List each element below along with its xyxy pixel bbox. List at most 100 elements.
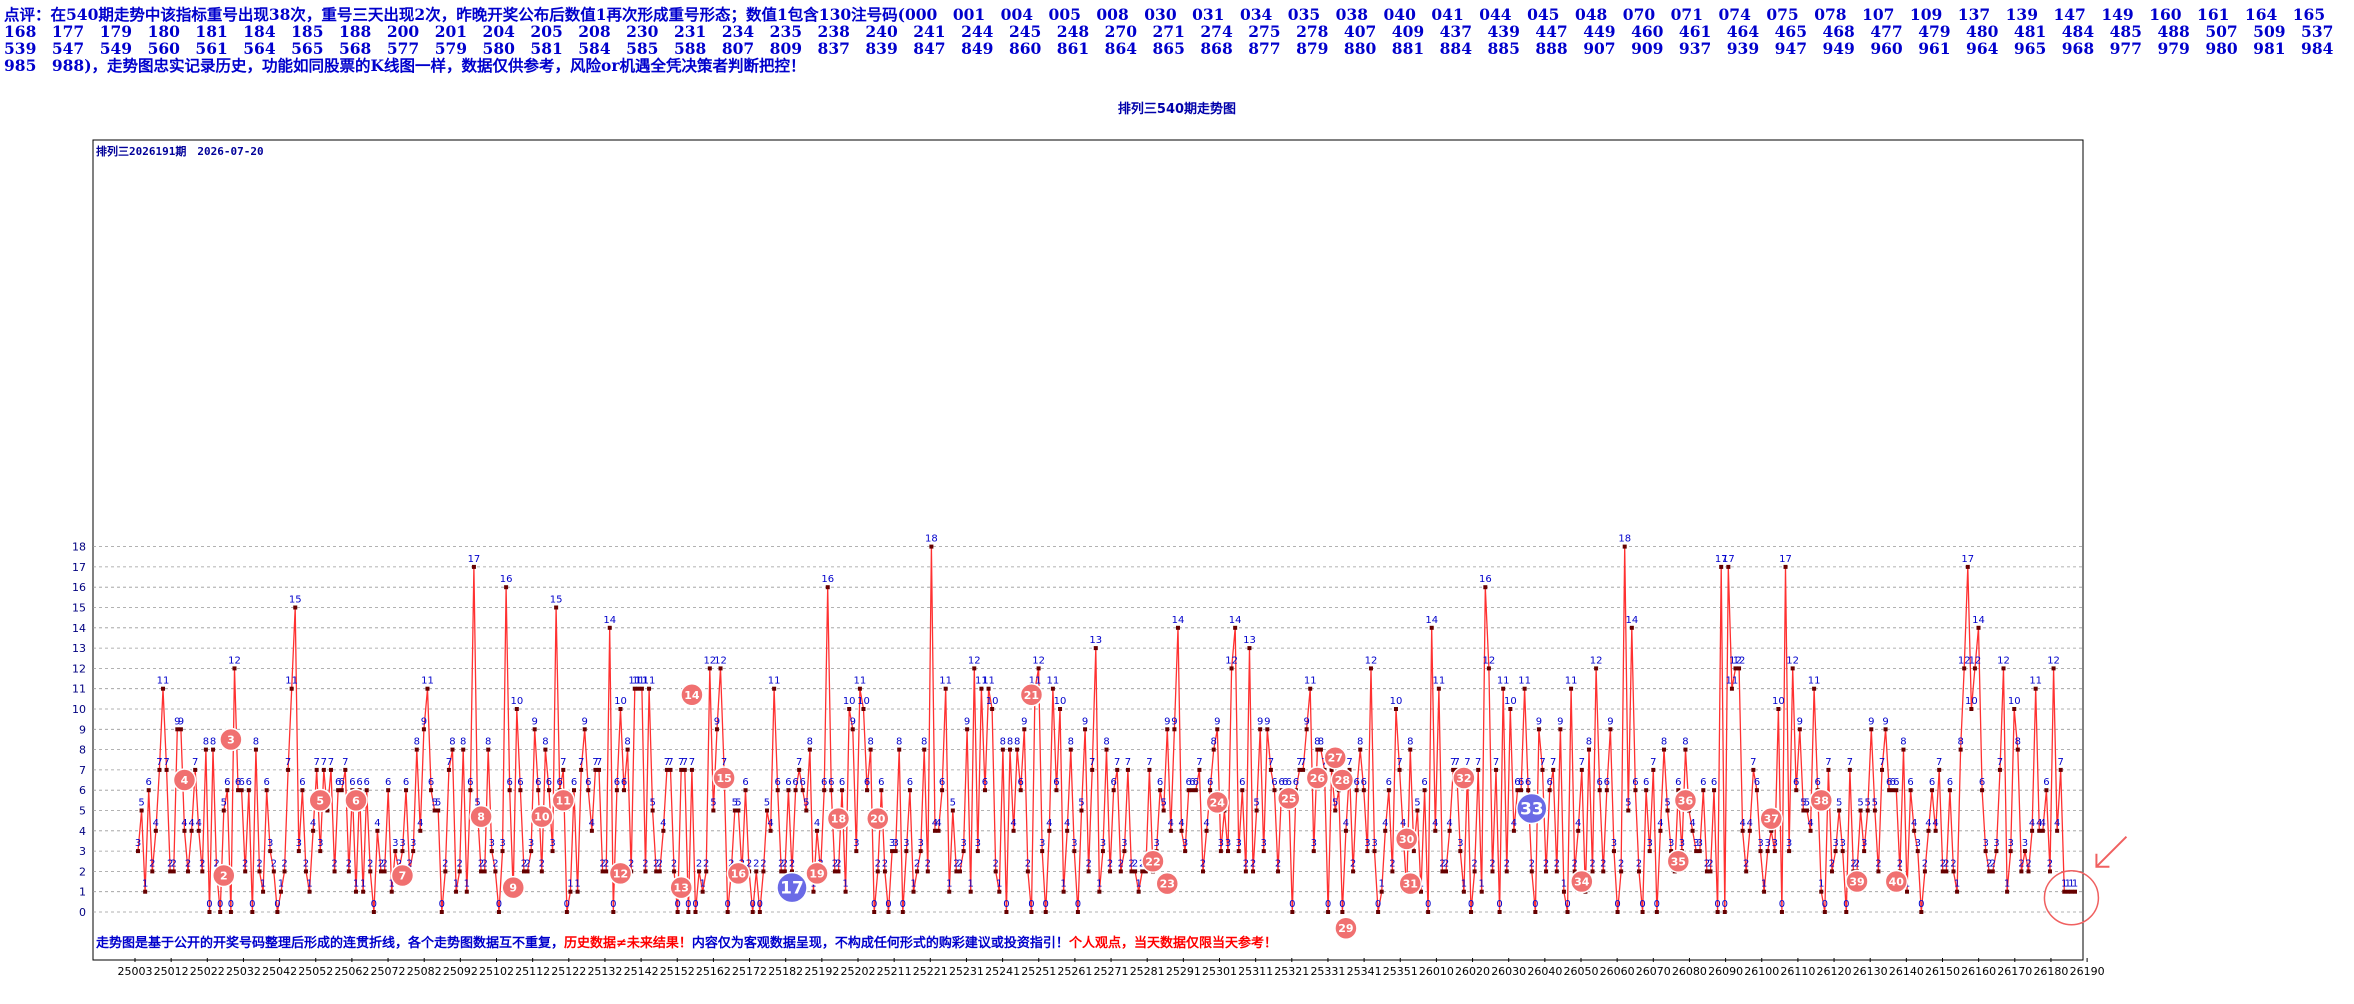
data-point bbox=[418, 828, 423, 833]
data-point bbox=[1011, 828, 1016, 833]
value-label: 8 bbox=[1957, 737, 1963, 748]
data-point bbox=[1762, 889, 1767, 894]
data-point bbox=[1183, 849, 1188, 854]
data-point bbox=[1944, 869, 1949, 874]
value-label: 2 bbox=[1128, 858, 1134, 869]
value-label: 3 bbox=[1100, 838, 1106, 849]
repeat-badge-label: 3 bbox=[227, 733, 235, 746]
data-point bbox=[1729, 686, 1734, 691]
value-label: 1 bbox=[464, 879, 470, 890]
value-label: 3 bbox=[1236, 838, 1242, 849]
value-label: 6 bbox=[364, 777, 370, 788]
data-point bbox=[1626, 808, 1631, 813]
value-label: 6 bbox=[821, 777, 827, 788]
data-point bbox=[986, 686, 991, 691]
data-point bbox=[1483, 585, 1488, 590]
value-label: 1 bbox=[910, 879, 916, 890]
value-label: 6 bbox=[1282, 777, 1288, 788]
x-tick-label: 26020 bbox=[1455, 965, 1490, 978]
value-label: 6 bbox=[1361, 777, 1367, 788]
data-point bbox=[1526, 788, 1531, 793]
value-label: 2 bbox=[199, 858, 205, 869]
value-label: 2 bbox=[1504, 858, 1510, 869]
data-point bbox=[836, 869, 841, 874]
repeat-badge-label: 23 bbox=[1160, 878, 1175, 891]
value-label: 12 bbox=[1997, 655, 2010, 666]
data-point bbox=[1508, 707, 1513, 711]
value-label: 3 bbox=[1364, 838, 1370, 849]
data-point bbox=[450, 747, 455, 752]
chart-title: 排列三540期走势图 bbox=[1117, 102, 1237, 117]
value-label: 7 bbox=[1750, 757, 1756, 768]
data-point bbox=[664, 767, 669, 772]
data-point bbox=[1251, 869, 1256, 874]
data-point bbox=[936, 828, 941, 833]
data-point bbox=[679, 767, 684, 772]
value-label: 0 bbox=[871, 899, 877, 910]
data-point bbox=[1200, 869, 1205, 874]
data-point bbox=[1140, 869, 1145, 874]
data-point bbox=[536, 788, 541, 793]
value-label: 9 bbox=[1214, 716, 1220, 727]
data-point bbox=[1611, 849, 1616, 854]
value-label: 9 bbox=[1536, 716, 1542, 727]
x-tick-label: 25271 bbox=[1094, 965, 1129, 978]
value-label: 0 bbox=[1532, 899, 1538, 910]
value-label: 6 bbox=[1793, 777, 1799, 788]
data-point bbox=[604, 869, 609, 874]
value-label: 1 bbox=[1479, 879, 1485, 890]
highlight-circle bbox=[2043, 869, 2100, 926]
data-point bbox=[1065, 828, 1070, 833]
y-tick-label: 10 bbox=[72, 703, 86, 716]
data-point bbox=[618, 707, 623, 711]
data-point bbox=[150, 869, 155, 874]
value-label: 12 bbox=[1225, 655, 1238, 666]
data-point bbox=[1519, 788, 1524, 793]
data-point bbox=[1265, 727, 1270, 732]
data-point bbox=[597, 767, 602, 772]
value-label: 2 bbox=[914, 858, 920, 869]
data-point bbox=[979, 686, 984, 691]
value-label: 8 bbox=[896, 737, 902, 748]
data-point bbox=[1937, 767, 1942, 772]
repeat-badge bbox=[1330, 768, 1355, 792]
value-label: 12 bbox=[228, 655, 241, 666]
value-label: 3 bbox=[549, 838, 555, 849]
value-label: 5 bbox=[1857, 798, 1863, 809]
value-label: 8 bbox=[1661, 737, 1667, 748]
repeat-badge-label: 27 bbox=[1328, 752, 1343, 765]
data-point bbox=[196, 828, 201, 833]
data-point bbox=[1204, 828, 1209, 833]
x-tick-label: 25341 bbox=[1347, 965, 1382, 978]
data-point bbox=[1486, 666, 1491, 671]
data-point bbox=[514, 707, 519, 711]
data-point bbox=[840, 788, 845, 793]
value-label: 3 bbox=[903, 838, 909, 849]
value-label: 2 bbox=[953, 858, 959, 869]
data-point bbox=[797, 767, 802, 772]
data-point bbox=[539, 869, 544, 874]
value-label: 2 bbox=[1850, 858, 1856, 869]
data-point bbox=[186, 869, 191, 874]
data-point bbox=[689, 767, 694, 772]
value-label: 9 bbox=[1164, 716, 1170, 727]
data-point bbox=[868, 747, 873, 752]
value-label: 6 bbox=[1518, 777, 1524, 788]
value-label: 4 bbox=[417, 818, 423, 829]
value-label: 2 bbox=[1118, 858, 1124, 869]
value-label: 6 bbox=[1278, 777, 1284, 788]
value-label: 8 bbox=[449, 737, 455, 748]
value-label: 2 bbox=[1829, 858, 1835, 869]
value-label: 11 bbox=[632, 676, 645, 687]
data-point bbox=[1476, 767, 1481, 772]
value-label: 14 bbox=[1972, 615, 1985, 626]
x-tick-label: 26130 bbox=[1853, 965, 1888, 978]
repeat-badge-label: 39 bbox=[1849, 876, 1864, 889]
data-point bbox=[164, 767, 169, 772]
value-label: 8 bbox=[1000, 737, 1006, 748]
value-label: 2 bbox=[1990, 858, 1996, 869]
data-point bbox=[379, 869, 384, 874]
repeat-badge-label: 8 bbox=[477, 811, 485, 824]
value-label: 5 bbox=[1078, 798, 1084, 809]
